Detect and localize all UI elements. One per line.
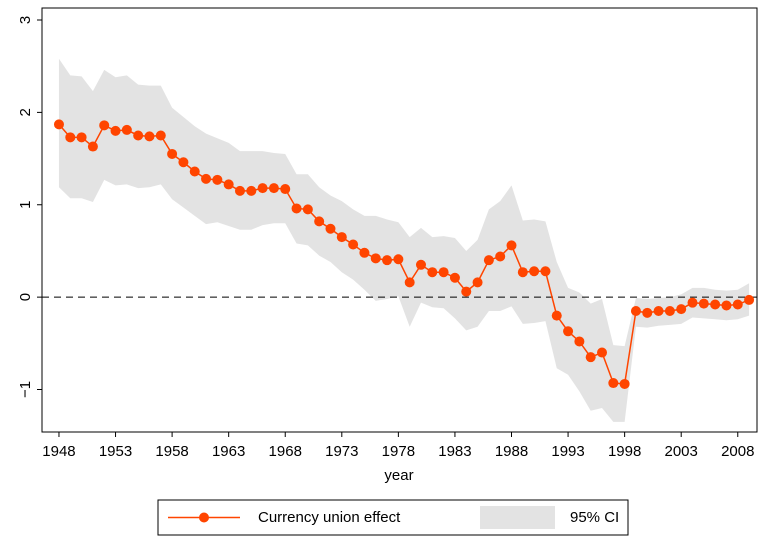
data-point <box>133 130 144 141</box>
data-point <box>223 179 234 190</box>
data-point <box>99 120 110 131</box>
legend-label: Currency union effect <box>258 509 401 526</box>
data-point <box>121 124 132 135</box>
data-point <box>483 255 494 266</box>
data-point <box>676 304 687 315</box>
ci-band <box>58 58 750 422</box>
data-point <box>189 166 200 177</box>
data-point <box>449 272 460 283</box>
x-tick-label: 1983 <box>438 443 471 460</box>
data-point <box>201 173 212 184</box>
data-point <box>472 277 483 288</box>
legend-swatch <box>480 506 555 529</box>
y-tick-label: 3 <box>17 16 34 24</box>
data-point <box>53 119 64 130</box>
data-point <box>167 148 178 159</box>
data-point <box>144 131 155 142</box>
data-point <box>461 286 472 297</box>
data-point <box>415 259 426 270</box>
data-point <box>212 174 223 185</box>
data-point <box>664 305 675 316</box>
data-point <box>370 253 381 264</box>
x-tick-label: 1993 <box>551 443 584 460</box>
data-point <box>246 185 257 196</box>
data-point <box>87 141 98 152</box>
data-point <box>76 132 87 143</box>
data-point <box>314 216 325 227</box>
data-point <box>608 378 619 389</box>
legend-label: 95% CI <box>570 509 619 526</box>
data-point <box>529 266 540 277</box>
data-point <box>336 232 347 243</box>
data-point <box>721 300 732 311</box>
data-point <box>585 352 596 363</box>
data-point <box>110 125 121 136</box>
x-axis-title: year <box>384 467 413 484</box>
x-tick-label: 1978 <box>382 443 415 460</box>
y-tick-label: −1 <box>17 381 34 398</box>
data-point <box>257 183 268 194</box>
x-tick-label: 1988 <box>495 443 528 460</box>
data-point <box>517 267 528 278</box>
y-tick-label: 1 <box>17 201 34 209</box>
y-tick-label: 0 <box>17 293 34 301</box>
x-tick-label: 1958 <box>155 443 188 460</box>
data-point <box>65 132 76 143</box>
data-point <box>653 305 664 316</box>
x-tick-label: 1968 <box>269 443 302 460</box>
data-point <box>359 247 370 258</box>
data-point <box>687 297 698 308</box>
data-point <box>178 157 189 168</box>
x-tick-label: 1998 <box>608 443 641 460</box>
data-point <box>291 203 302 214</box>
data-point <box>382 255 393 266</box>
data-point <box>698 298 709 309</box>
data-point <box>404 277 415 288</box>
data-point <box>348 239 359 250</box>
data-point <box>732 299 743 310</box>
data-point <box>234 185 245 196</box>
data-point <box>551 310 562 321</box>
data-point <box>597 347 608 358</box>
data-point <box>563 326 574 337</box>
data-point <box>642 307 653 318</box>
data-point <box>393 254 404 265</box>
data-point <box>438 267 449 278</box>
data-point <box>619 378 630 389</box>
data-point <box>495 251 506 262</box>
plot-frame <box>41 7 758 433</box>
x-tick-label: 1963 <box>212 443 245 460</box>
data-point <box>540 266 551 277</box>
data-point <box>574 336 585 347</box>
data-point <box>630 305 641 316</box>
data-point <box>302 204 313 215</box>
data-point <box>744 294 755 305</box>
data-point <box>155 130 166 141</box>
x-tick-label: 1973 <box>325 443 358 460</box>
x-tick-label: 2003 <box>665 443 698 460</box>
x-tick-label: 1948 <box>42 443 75 460</box>
x-tick-label: 2008 <box>721 443 754 460</box>
y-tick-label: 2 <box>17 108 34 116</box>
data-point <box>710 299 721 310</box>
legend-marker <box>199 512 209 523</box>
data-point <box>427 267 438 278</box>
data-point <box>506 240 517 251</box>
x-tick-label: 1953 <box>99 443 132 460</box>
data-point <box>268 183 279 194</box>
data-point <box>280 184 291 195</box>
data-point <box>325 223 336 234</box>
